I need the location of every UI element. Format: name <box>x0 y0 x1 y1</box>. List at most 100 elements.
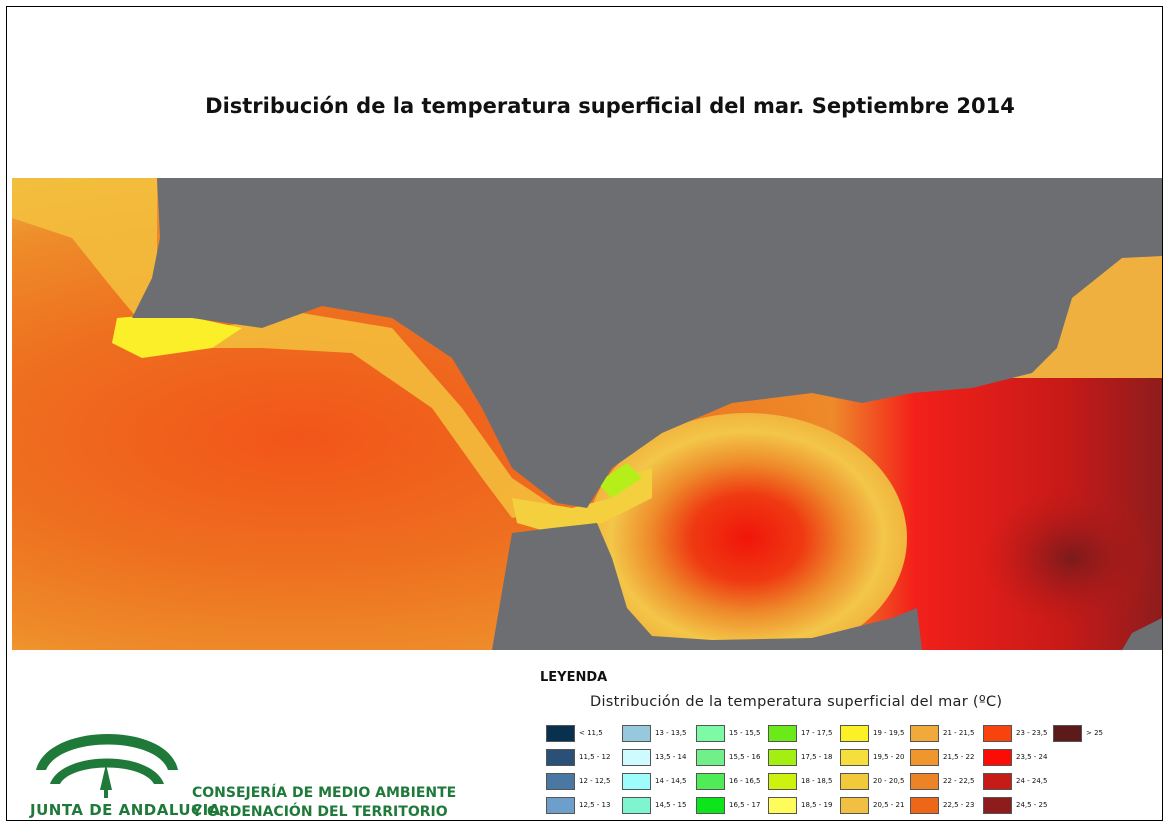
alboran-gyre <box>587 413 907 650</box>
institution-line-2: Y ORDENACIÓN DEL TERRITORIO <box>192 804 448 820</box>
legend-label: 18,5 - 19 <box>801 801 833 809</box>
legend-swatch <box>696 725 725 742</box>
legend-swatch <box>1053 725 1082 742</box>
legend-label: 17,5 - 18 <box>801 753 833 761</box>
land-africa-east <box>1122 618 1162 650</box>
legend-label: 12,5 - 13 <box>579 801 611 809</box>
legend-label: 14 - 14,5 <box>655 777 687 785</box>
cool-coastal-band <box>12 178 557 518</box>
legend-swatch <box>546 725 575 742</box>
green-upwelling <box>597 463 642 498</box>
legend-item: < 11,5 <box>546 725 618 743</box>
legend-swatch <box>622 725 651 742</box>
legend-heading: LEYENDA <box>540 670 608 685</box>
legend-item: 18 - 18,5 <box>768 773 840 791</box>
legend-item: 19,5 - 20 <box>840 749 912 767</box>
legend-swatch <box>910 725 939 742</box>
legend-swatch <box>696 773 725 790</box>
legend-label: 17 - 17,5 <box>801 729 833 737</box>
logo-wordmark: JUNTA DE ANDALUCIA <box>30 801 221 819</box>
legend-item: 23,5 - 24 <box>983 749 1055 767</box>
legend-item: 21 - 21,5 <box>910 725 982 743</box>
legend-item: 23 - 23,5 <box>983 725 1055 743</box>
legend-item: 20,5 - 21 <box>840 797 912 815</box>
legend-label: 11,5 - 12 <box>579 753 611 761</box>
legend-label: 13,5 - 14 <box>655 753 687 761</box>
legend-label: 12 - 12,5 <box>579 777 611 785</box>
legend-item: 18,5 - 19 <box>768 797 840 815</box>
legend-swatch <box>546 773 575 790</box>
legend-label: 20,5 - 21 <box>873 801 905 809</box>
legend-label: 21,5 - 22 <box>943 753 975 761</box>
legend-swatch <box>840 797 869 814</box>
legend-item: 15 - 15,5 <box>696 725 768 743</box>
legend-swatch <box>696 749 725 766</box>
map-title: Distribución de la temperatura superfici… <box>205 94 1015 118</box>
legend-label: 13 - 13,5 <box>655 729 687 737</box>
legend-item: 12,5 - 13 <box>546 797 618 815</box>
legend-label: 20 - 20,5 <box>873 777 905 785</box>
legend-swatch <box>622 749 651 766</box>
legend-item: 11,5 - 12 <box>546 749 618 767</box>
legend-label: 22 - 22,5 <box>943 777 975 785</box>
land-iberia <box>132 178 1162 508</box>
land-africa <box>492 523 922 650</box>
legend-label: 16 - 16,5 <box>729 777 761 785</box>
yellow-upwelling-gulf <box>112 313 242 358</box>
legend-item: 17 - 17,5 <box>768 725 840 743</box>
legend-swatch <box>910 749 939 766</box>
legend-item: 19 - 19,5 <box>840 725 912 743</box>
legend-label: 21 - 21,5 <box>943 729 975 737</box>
legend-swatch <box>983 773 1012 790</box>
legend-label: 23 - 23,5 <box>1016 729 1048 737</box>
legend-item: 14 - 14,5 <box>622 773 694 791</box>
institution-line-1: CONSEJERÍA DE MEDIO AMBIENTE <box>192 785 457 801</box>
legend-swatch <box>768 725 797 742</box>
legend-swatch <box>910 797 939 814</box>
legend-swatch <box>910 773 939 790</box>
legend-label: 15 - 15,5 <box>729 729 761 737</box>
legend-label: 14,5 - 15 <box>655 801 687 809</box>
legend-label: 18 - 18,5 <box>801 777 833 785</box>
legend-item: 13 - 13,5 <box>622 725 694 743</box>
legend-item: 24 - 24,5 <box>983 773 1055 791</box>
legend-swatch <box>622 797 651 814</box>
legend-label: > 25 <box>1086 729 1103 737</box>
legend-item: > 25 <box>1053 725 1125 743</box>
legend-item: 22 - 22,5 <box>910 773 982 791</box>
legend-label: 24 - 24,5 <box>1016 777 1048 785</box>
legend-swatch <box>840 725 869 742</box>
legend-item: 13,5 - 14 <box>622 749 694 767</box>
legend-grid: < 11,5 11,5 - 12 12 - 12,5 12,5 - 13 13 … <box>546 725 1146 815</box>
junta-andalucia-logo <box>36 734 178 798</box>
legend-item: 21,5 - 22 <box>910 749 982 767</box>
legend-swatch <box>546 797 575 814</box>
legend-item: 12 - 12,5 <box>546 773 618 791</box>
legend-item: 22,5 - 23 <box>910 797 982 815</box>
legend-swatch <box>840 749 869 766</box>
hot-core-east <box>982 488 1162 628</box>
legend-swatch <box>622 773 651 790</box>
legend-label: 16,5 - 17 <box>729 801 761 809</box>
legend-item: 24,5 - 25 <box>983 797 1055 815</box>
legend-swatch <box>983 797 1012 814</box>
sst-map <box>12 178 1162 650</box>
legend-label: 19,5 - 20 <box>873 753 905 761</box>
legend-label: 23,5 - 24 <box>1016 753 1048 761</box>
legend-item: 16,5 - 17 <box>696 797 768 815</box>
legend-swatch <box>696 797 725 814</box>
legend-swatch <box>840 773 869 790</box>
map-frame <box>6 6 1163 821</box>
legend-swatch <box>768 749 797 766</box>
legend-item: 14,5 - 15 <box>622 797 694 815</box>
legend-swatch <box>546 749 575 766</box>
legend-swatch <box>983 725 1012 742</box>
legend-label: 24,5 - 25 <box>1016 801 1048 809</box>
strait-yellow <box>512 468 652 533</box>
legend-item: 17,5 - 18 <box>768 749 840 767</box>
legend-swatch <box>983 749 1012 766</box>
legend-label: 15,5 - 16 <box>729 753 761 761</box>
legend-label: 19 - 19,5 <box>873 729 905 737</box>
legend-item: 15,5 - 16 <box>696 749 768 767</box>
legend-label: < 11,5 <box>579 729 603 737</box>
